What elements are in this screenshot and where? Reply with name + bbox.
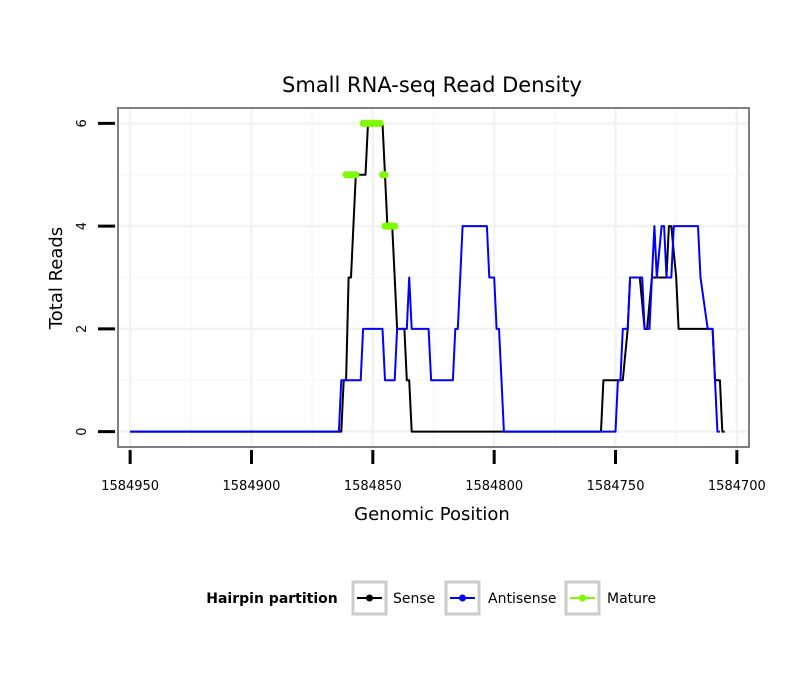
x-tick-label: 1584750 — [587, 479, 645, 494]
y-tick-label: 4 — [75, 222, 90, 230]
series-layer — [130, 119, 725, 433]
legend-dot-antisense — [459, 594, 466, 602]
x-tick-label: 1584800 — [465, 479, 523, 494]
legend-dot-mature — [579, 594, 586, 602]
legend: Hairpin partition Sense Antisense Mature — [206, 580, 656, 616]
legend-dot-sense — [366, 594, 373, 602]
legend-title: Hairpin partition — [206, 591, 337, 607]
y-tick-label: 2 — [75, 325, 90, 333]
x-tick-label: 1584950 — [101, 479, 159, 494]
plot-border — [117, 107, 750, 448]
x-axis-label: Genomic Position — [354, 504, 510, 525]
y-tick-label: 0 — [75, 427, 90, 435]
x-tick-label: 1584850 — [344, 479, 402, 494]
x-tick-label: 1584700 — [708, 479, 766, 494]
legend-label-sense: Sense — [393, 591, 435, 607]
legend-label-antisense: Antisense — [488, 591, 557, 607]
legend-label-mature: Mature — [607, 591, 656, 607]
chart-title: Small RNA-seq Read Density — [282, 73, 582, 97]
antisense-series-line — [130, 225, 720, 433]
y-tick-label: 6 — [75, 119, 90, 127]
y-axis-label: Total Reads — [46, 227, 67, 330]
x-tick-label: 1584900 — [223, 479, 281, 494]
axes: 1584950 1584900 1584850 1584800 1584750 15847… — [75, 107, 766, 494]
